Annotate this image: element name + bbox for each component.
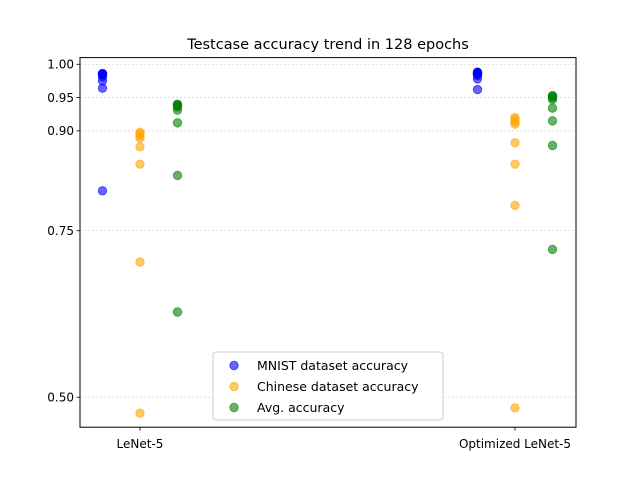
data-point — [472, 84, 483, 95]
legend-marker — [229, 360, 239, 371]
y-tick-label: 1.00 — [47, 58, 74, 72]
data-point — [510, 200, 520, 211]
data-point — [510, 138, 520, 148]
legend-marker — [229, 402, 239, 413]
data-point — [547, 116, 558, 126]
legend-box — [212, 351, 444, 421]
legend-label: Chinese dataset accuracy — [257, 379, 419, 394]
data-point — [547, 103, 558, 113]
x-tick-label: LeNet-5 — [117, 437, 164, 451]
data-point — [135, 127, 145, 137]
data-point — [135, 408, 145, 418]
chart-title: Testcase accuracy trend in 128 epochs — [186, 37, 469, 53]
data-point — [547, 244, 558, 255]
data-point — [97, 186, 108, 196]
plot-frame — [79, 57, 577, 428]
y-tick-label: 0.95 — [47, 91, 74, 105]
x-axis: LeNet-5 Optimized LeNet-5 — [117, 427, 571, 451]
data-points — [97, 67, 558, 418]
data-point — [510, 112, 520, 123]
legend-label: MNIST dataset accuracy — [257, 358, 409, 373]
legend-marker — [229, 381, 239, 392]
data-point — [472, 67, 483, 77]
data-point — [135, 159, 145, 169]
y-tick-label: 0.90 — [47, 124, 74, 138]
x-tick-label: Optimized LeNet-5 — [459, 437, 571, 451]
data-point — [135, 257, 145, 267]
y-tick-label: 0.50 — [47, 391, 74, 405]
data-point — [510, 159, 520, 169]
data-point — [172, 118, 183, 128]
data-point — [172, 99, 183, 109]
legend-label: Avg. accuracy — [257, 400, 345, 415]
data-point — [172, 307, 183, 317]
data-point — [172, 170, 183, 181]
y-tick-label: 0.75 — [47, 224, 74, 238]
data-point — [547, 90, 558, 101]
data-point — [510, 403, 520, 413]
y-axis: 0.50 0.75 0.90 0.95 1.00 — [47, 58, 80, 405]
legend: MNIST dataset accuracy Chinese dataset ac… — [212, 351, 444, 421]
data-point — [97, 68, 108, 79]
data-point — [135, 142, 145, 152]
data-point — [547, 140, 558, 151]
